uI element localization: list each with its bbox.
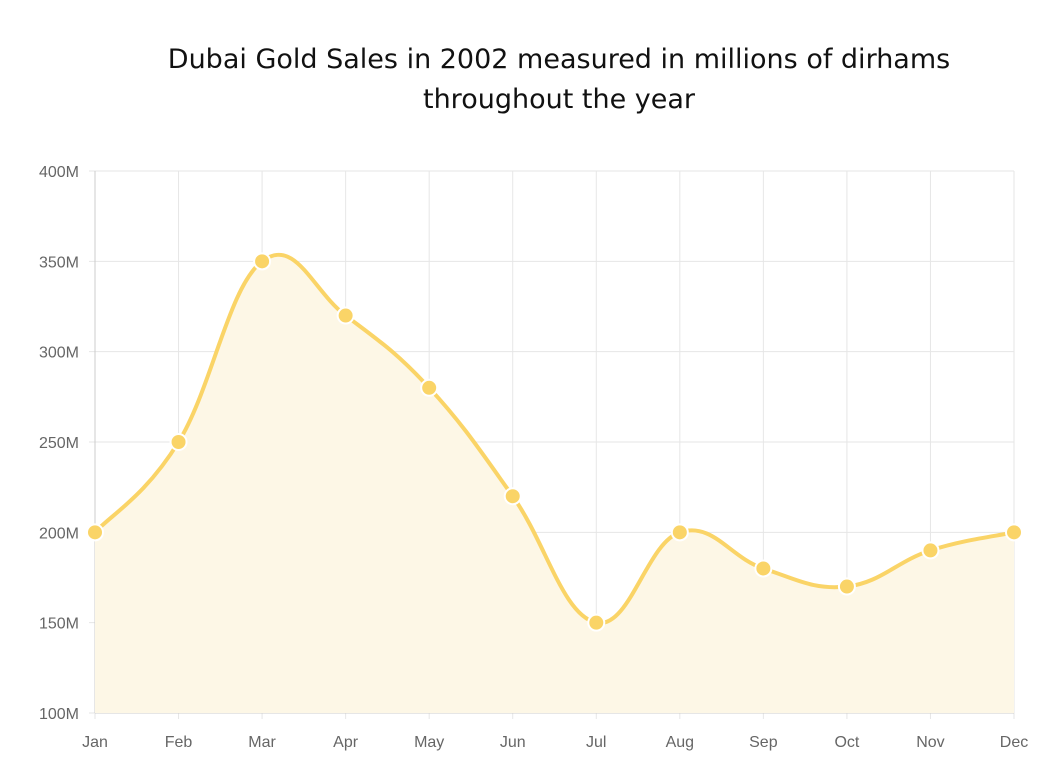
data-point-jun[interactable]	[503, 487, 522, 506]
x-tick-label: Oct	[834, 734, 859, 751]
y-tick-label: 100M	[39, 706, 79, 723]
x-tick-label: Feb	[165, 734, 193, 751]
x-tick-label: Dec	[1000, 734, 1028, 751]
x-tick-label: Jul	[586, 734, 606, 751]
x-tick-label: May	[414, 734, 444, 751]
y-tick-label: 400M	[39, 164, 79, 181]
x-tick-label: Jan	[82, 734, 108, 751]
y-tick-label: 300M	[39, 345, 79, 362]
area-fill	[95, 254, 1014, 714]
x-tick-label: Nov	[916, 734, 944, 751]
y-tick-label: 200M	[39, 525, 79, 542]
data-point-dec[interactable]	[1005, 523, 1023, 542]
data-point-sep[interactable]	[754, 559, 773, 578]
data-points	[86, 252, 1023, 632]
data-point-jan[interactable]	[86, 523, 104, 542]
data-point-mar[interactable]	[253, 252, 272, 271]
x-tick-label: Apr	[333, 734, 359, 751]
data-point-feb[interactable]	[169, 433, 188, 451]
y-tick-label: 150M	[39, 616, 79, 633]
x-tick-label: Mar	[248, 734, 276, 751]
data-point-nov[interactable]	[921, 541, 940, 560]
y-tick-label: 350M	[39, 254, 79, 271]
data-point-oct[interactable]	[837, 577, 856, 596]
chart-title: Dubai Gold Sales in 2002 measured in mil…	[0, 40, 1064, 120]
data-point-may[interactable]	[420, 378, 439, 397]
y-axis-ticks: 100M 150M 200M 250M 300M 350M 400M	[39, 164, 79, 723]
y-tick-label: 250M	[39, 435, 79, 452]
x-tick-label: Jun	[500, 734, 526, 751]
x-tick-label: Sep	[749, 734, 778, 751]
data-point-aug[interactable]	[670, 523, 689, 542]
chart-title-line-2: throughout the year	[422, 84, 696, 115]
data-point-apr[interactable]	[336, 306, 355, 325]
x-tick-label: Aug	[666, 734, 694, 751]
data-point-jul[interactable]	[587, 613, 606, 632]
x-axis-ticks: Jan Feb Mar Apr May Jun Jul Aug Sep Oct Nov Dec	[82, 734, 1028, 751]
chart-title-line-1: Dubai Gold Sales in 2002 measured in mil…	[167, 44, 951, 75]
